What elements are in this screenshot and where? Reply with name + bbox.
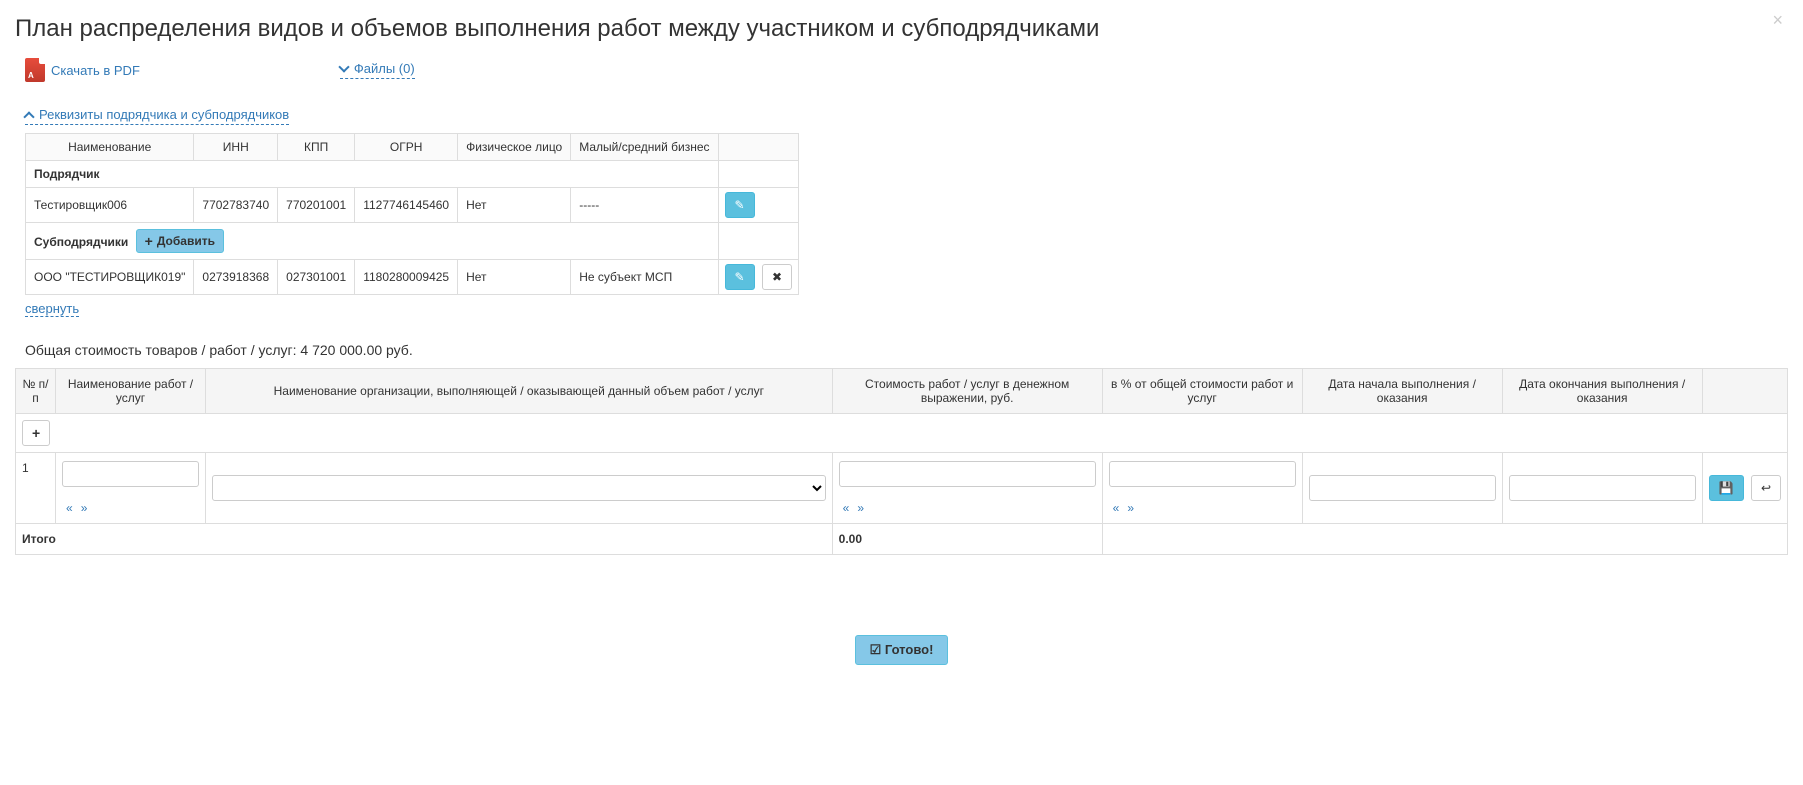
contractors-section-toggle[interactable]: Реквизиты подрядчика и субподрядчиков (25, 107, 289, 125)
save-icon: 💾 (1719, 481, 1734, 495)
col-org: Наименование организации, выполняющей / … (206, 369, 833, 414)
chevron-up-icon (23, 111, 34, 122)
contractors-section-title: Реквизиты подрядчика и субподрядчиков (39, 107, 289, 122)
x-icon: ✖ (772, 270, 782, 284)
subcontractors-header: Субподрядчики (34, 235, 128, 249)
pdf-label: Скачать в PDF (51, 63, 140, 78)
ready-label: Готово! (885, 642, 934, 657)
col-cost: Стоимость работ / услуг в денежном выраж… (832, 369, 1102, 414)
cell-inn: 0273918368 (194, 260, 278, 295)
plus-icon: + (145, 234, 153, 248)
add-row-cell: + (16, 414, 1788, 453)
col-msp: Малый/средний бизнес (571, 134, 718, 161)
prev-cost[interactable]: « (839, 501, 854, 515)
total-label: Итого (16, 524, 833, 555)
subcontractor-row: ООО "ТЕСТИРОВЩИК019" 0273918368 02730100… (26, 260, 799, 295)
files-toggle[interactable]: Файлы (0) (340, 61, 415, 79)
pdf-icon (25, 58, 45, 82)
cell-kpp: 770201001 (278, 188, 355, 223)
pct-input[interactable] (1109, 461, 1296, 487)
cell-kpp: 027301001 (278, 260, 355, 295)
page-title: План распределения видов и объемов выпол… (15, 15, 1788, 43)
total-cost-line: Общая стоимость товаров / работ / услуг:… (25, 342, 1788, 358)
work-name-input[interactable] (62, 461, 199, 487)
add-label: Добавить (157, 234, 215, 248)
col-pct: в % от общей стоимости работ и услуг (1102, 369, 1302, 414)
total-cost-value: 4 720 000.00 руб. (300, 342, 412, 358)
next-name[interactable]: » (77, 501, 92, 515)
col-kpp: КПП (278, 134, 355, 161)
col-end: Дата окончания выполнения / оказания (1502, 369, 1702, 414)
contractor-header: Подрядчик (26, 161, 719, 188)
cell-num: 1 (16, 453, 56, 524)
org-select[interactable] (212, 475, 826, 501)
col-actions (718, 134, 798, 161)
cell-msp: Не субъект МСП (571, 260, 718, 295)
download-pdf-link[interactable]: Скачать в PDF (25, 58, 140, 82)
col-ogrn: ОГРН (355, 134, 458, 161)
save-row-button[interactable]: 💾 (1709, 475, 1744, 501)
col-start: Дата начала выполнения / оказания (1302, 369, 1502, 414)
add-work-row-button[interactable]: + (22, 420, 50, 446)
prev-name[interactable]: « (62, 501, 77, 515)
cell-ogrn: 1127746145460 (355, 188, 458, 223)
pencil-icon: ✎ (735, 198, 745, 212)
col-num: № п/п (16, 369, 56, 414)
revert-row-button[interactable]: ↩ (1751, 475, 1781, 501)
total-row: Итого 0.00 (16, 524, 1788, 555)
cell-name: ООО "ТЕСТИРОВЩИК019" (26, 260, 194, 295)
cell-phys: Нет (458, 260, 571, 295)
subcontractors-header-cell: Субподрядчики + Добавить (26, 223, 719, 260)
pencil-icon: ✎ (735, 270, 745, 284)
col-name: Наименование (26, 134, 194, 161)
contractors-table: Наименование ИНН КПП ОГРН Физическое лиц… (25, 133, 799, 295)
edit-subcontractor-button[interactable]: ✎ (725, 264, 755, 290)
contractor-row: Тестировщик006 7702783740 770201001 1127… (26, 188, 799, 223)
col-row-actions (1702, 369, 1787, 414)
col-inn: ИНН (194, 134, 278, 161)
prev-pct[interactable]: « (1109, 501, 1124, 515)
col-work-name: Наименование работ / услуг (56, 369, 206, 414)
back-icon: ↩ (1761, 481, 1771, 495)
total-value: 0.00 (832, 524, 1102, 555)
plus-icon: + (32, 426, 40, 440)
check-icon: ☑ (870, 642, 882, 657)
close-icon[interactable]: × (1772, 10, 1783, 31)
add-subcontractor-button[interactable]: + Добавить (136, 229, 224, 253)
col-phys: Физическое лицо (458, 134, 571, 161)
cell-msp: ----- (571, 188, 718, 223)
edit-contractor-button[interactable]: ✎ (725, 192, 755, 218)
ready-button[interactable]: ☑ Готово! (855, 635, 949, 665)
start-date-input[interactable] (1309, 475, 1496, 501)
works-table: № п/п Наименование работ / услуг Наимено… (15, 368, 1788, 555)
delete-subcontractor-button[interactable]: ✖ (762, 264, 792, 290)
end-date-input[interactable] (1509, 475, 1696, 501)
cell-ogrn: 1180280009425 (355, 260, 458, 295)
cost-input[interactable] (839, 461, 1096, 487)
collapse-contractors-link[interactable]: свернуть (25, 301, 79, 317)
work-row: 1 💾 ↩ (16, 453, 1788, 496)
chevron-down-icon (338, 61, 349, 72)
toolbar: Скачать в PDF Файлы (0) (25, 58, 1788, 82)
next-pct[interactable]: » (1123, 501, 1138, 515)
cell-phys: Нет (458, 188, 571, 223)
next-cost[interactable]: » (853, 501, 868, 515)
cell-name: Тестировщик006 (26, 188, 194, 223)
total-cost-label: Общая стоимость товаров / работ / услуг: (25, 342, 300, 358)
files-label: Файлы (0) (354, 61, 415, 76)
cell-inn: 7702783740 (194, 188, 278, 223)
